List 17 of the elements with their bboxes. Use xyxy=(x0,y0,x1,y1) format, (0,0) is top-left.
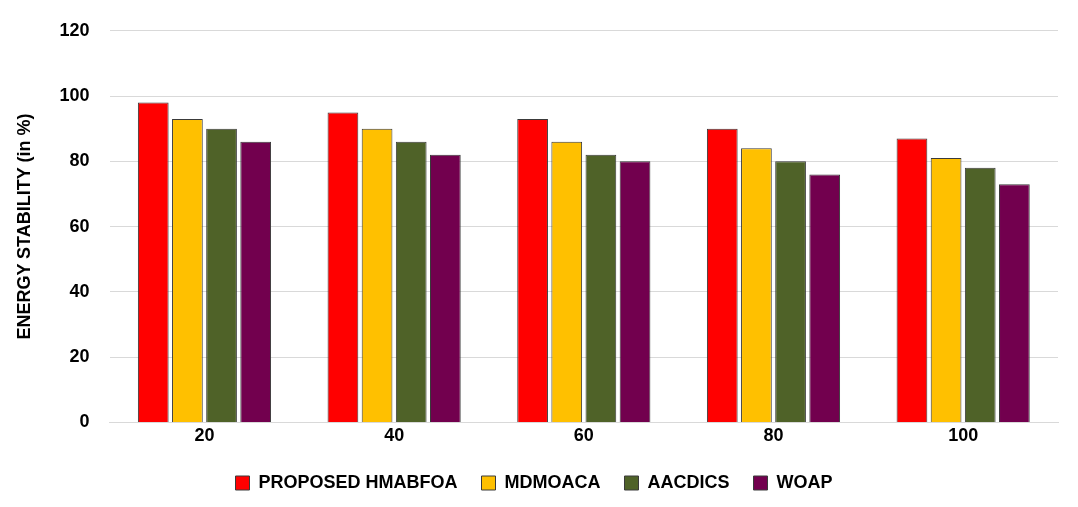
legend-label: WOAP xyxy=(776,471,833,492)
y-tick-label: 0 xyxy=(79,411,90,432)
y-tick-label: 80 xyxy=(69,150,90,171)
y-tick-label: 20 xyxy=(69,346,90,367)
x-tick-label: 60 xyxy=(573,425,594,446)
y-tick-label: 120 xyxy=(59,19,90,40)
y-tick-label: 100 xyxy=(59,85,90,106)
legend-label: MDMOACA xyxy=(504,471,601,492)
legend-label: PROPOSED HMABFOA xyxy=(258,471,458,492)
x-tick-label: 100 xyxy=(948,425,979,446)
x-tick-label: 80 xyxy=(763,425,784,446)
y-tick-label: 40 xyxy=(69,280,90,301)
x-tick-label: 20 xyxy=(194,425,215,446)
legend-label: AACDICS xyxy=(647,471,730,492)
y-axis-title: ENERGY STABILITY (in %) xyxy=(13,113,34,340)
x-tick-label: 40 xyxy=(384,425,405,446)
y-tick-label: 60 xyxy=(69,215,90,236)
